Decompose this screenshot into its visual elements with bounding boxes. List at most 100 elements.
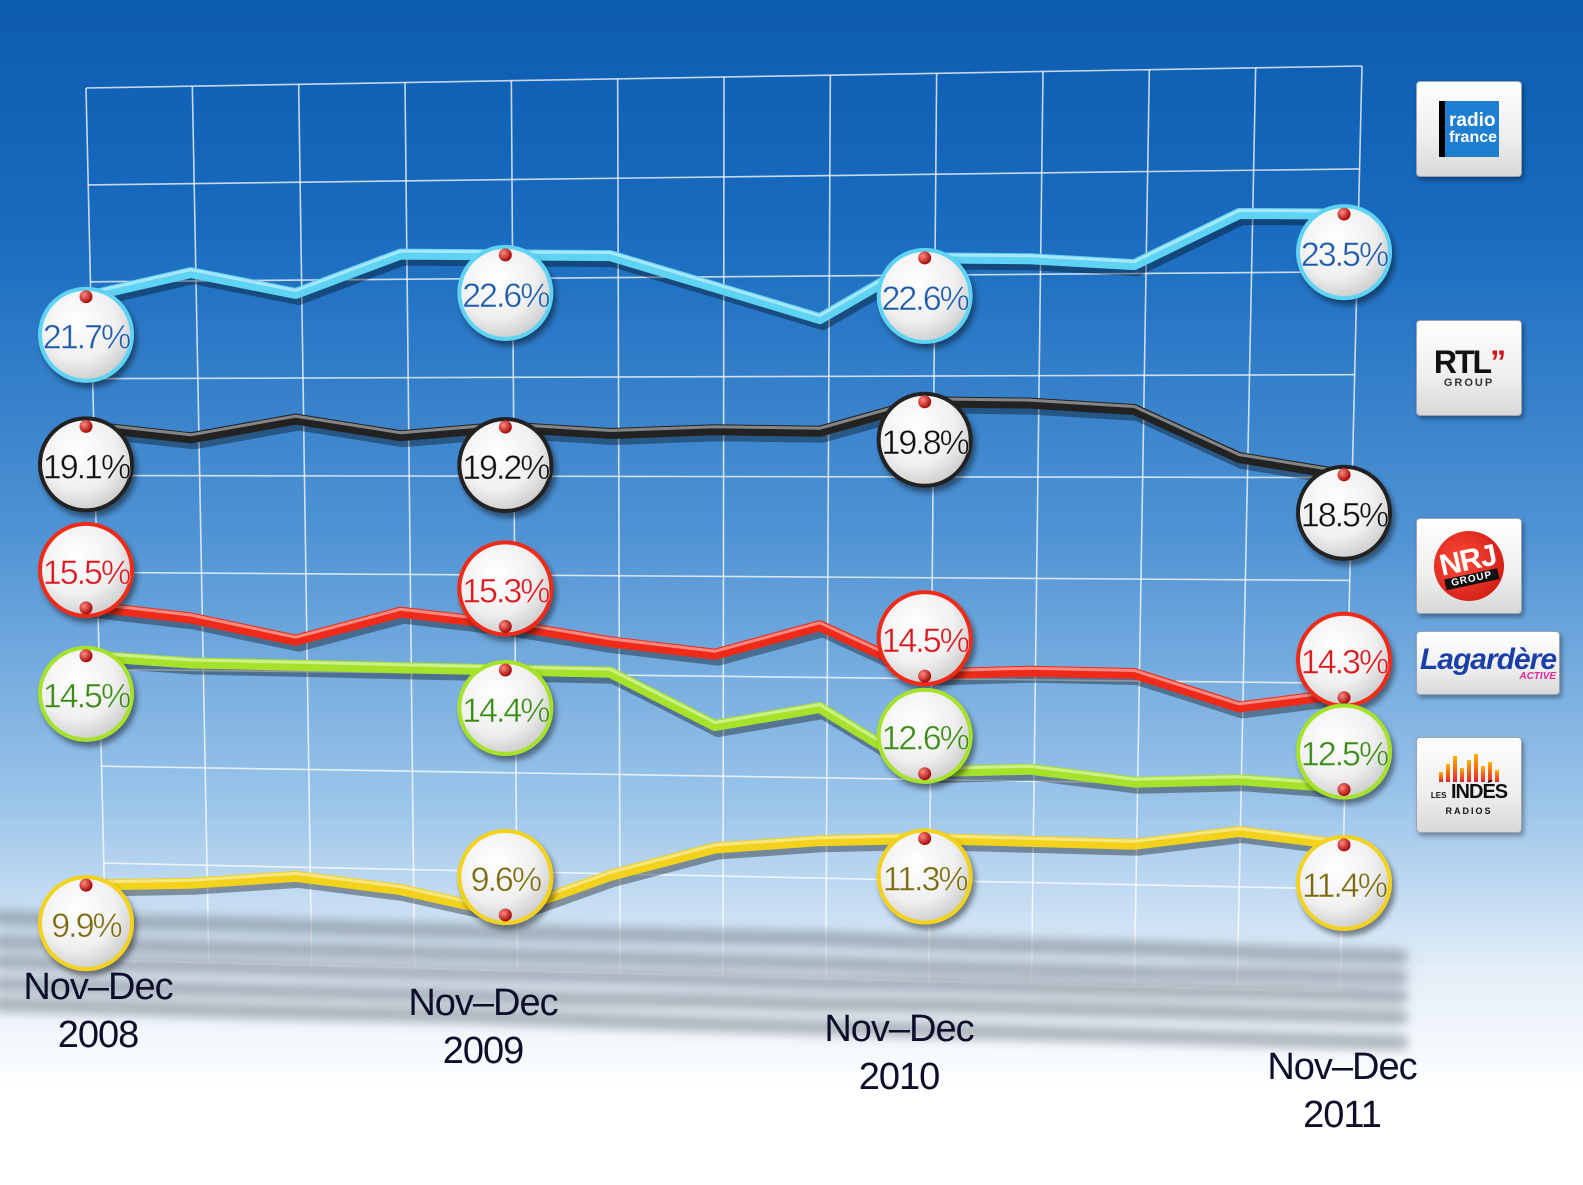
data-point-badge: 22.6% [457,244,554,341]
data-label: 12.6% [881,720,969,758]
data-point-ball [876,391,973,488]
pin-marker [498,663,512,677]
grid-line-horizontal [92,373,1355,380]
data-point-ball [1296,834,1392,931]
series-floor-shadow [0,976,1408,1025]
series-line-highlight [84,827,1346,912]
series-points: 21.7% 22.6% 22.6% 23.5% 19.1% 19.2% 19.8% 18.5%… [38,204,1392,972]
grid-line-horizontal [85,65,1363,89]
series-line-5 [80,826,1350,919]
lagardere-active-logo-icon: Lagardère ACTIVE [1419,642,1557,682]
series-floor-shadow [0,910,1408,965]
data-point-ball [38,645,134,742]
data-point-badge: 23.5% [1296,204,1392,301]
pin-marker [79,601,93,615]
pin-marker [79,290,93,304]
data-point-badge: 11.4% [1296,834,1392,931]
data-label: 14.3% [1301,644,1389,682]
pin-marker [498,420,512,434]
data-point-badge: 9.9% [38,875,134,972]
data-label: 15.5% [43,554,131,592]
grid-line-vertical [297,84,313,966]
pin-marker [79,419,93,433]
data-point-ball [457,244,554,341]
data-point-badge: 14.3% [1296,611,1392,708]
les-indes-radios-logo-icon: LES INDÉS RADIOS [1431,754,1508,816]
data-point-badge: 19.1% [38,416,134,513]
legend-logo-lagardere-active: Lagardère ACTIVE [1416,631,1560,695]
data-label: 9.6% [471,861,542,899]
legend-logo-rtl-group: RTL” GROUP [1416,320,1522,416]
grid-line-horizontal [103,862,1343,890]
legend-logo-radio-france: radio france [1416,81,1522,177]
grid-line-horizontal [90,270,1358,283]
legend-logo-nrj-group: NRJ GROUP [1416,518,1522,614]
series-floor-shadow [0,954,1408,1005]
series-line-2 [80,396,1350,481]
pin-marker [79,649,93,663]
series-line-highlight [84,397,1346,474]
data-label: 22.6% [462,277,550,315]
grid-line-vertical [825,75,832,979]
rtl-group-logo-icon: RTL” GROUP [1433,344,1506,389]
pin-marker [918,831,932,845]
grid-line-vertical [191,86,210,963]
pin-marker [1337,468,1351,482]
series-line-shadow [82,212,1354,331]
data-point-ball [38,416,134,513]
floor-shadows [0,910,1408,1051]
data-label: 12.5% [1301,736,1389,774]
pin-marker [1337,838,1351,852]
pin-marker [1337,207,1351,221]
series-line-highlight [84,209,1346,318]
data-point-ball [457,659,554,756]
data-point-ball [38,521,134,618]
data-point-badge: 15.5% [38,521,134,618]
data-label: 14.4% [462,692,550,730]
pin-marker [498,248,512,262]
pin-marker [918,767,932,781]
series-lines [80,208,1354,925]
pin-marker [918,251,932,265]
series-line-3 [80,600,1350,713]
data-point-ball [38,286,134,383]
data-point-badge: 18.5% [1296,464,1392,561]
data-label: 14.5% [881,622,969,660]
data-point-ball [876,687,973,784]
data-point-badge: 11.3% [876,828,973,925]
grid-line-vertical [404,82,416,969]
series-line-1 [80,208,1350,325]
data-point-badge: 19.2% [457,416,554,513]
series-line-highlight [84,601,1346,706]
series-floor-shadow [0,996,1408,1051]
grid-line-horizontal [88,168,1360,186]
x-tick-label-2011: Nov–Dec 2011 [1267,1046,1417,1136]
data-point-ball [1296,464,1392,561]
data-point-ball [876,590,973,687]
x-tick-label-2008: Nov–Dec 2008 [23,966,173,1056]
pin-marker [918,395,932,409]
data-point-badge: 15.3% [457,540,554,637]
x-tick-label-2009: Nov–Dec 2009 [408,982,558,1072]
grid-line-vertical [1133,69,1151,987]
data-point-badge: 21.7% [38,286,134,383]
series-line-highlight [84,651,1346,786]
data-label: 23.5% [1301,236,1389,274]
data-label: 19.1% [43,448,131,486]
data-point-ball [38,875,134,972]
grid-line-vertical [1030,71,1044,985]
pin-marker [498,908,512,922]
data-point-badge: 12.6% [876,687,973,784]
data-label: 21.7% [43,319,131,357]
data-point-ball [1296,703,1392,800]
grid-line-vertical [722,76,725,977]
pin-marker [1337,691,1351,705]
grid-line-horizontal [99,668,1348,685]
nrj-group-logo-icon: NRJ GROUP [1427,524,1511,608]
data-point-badge: 12.5% [1296,703,1392,800]
series-line-4 [80,650,1350,793]
data-point-ball [1296,204,1392,301]
radio-france-logo-icon: radio france [1439,101,1499,157]
